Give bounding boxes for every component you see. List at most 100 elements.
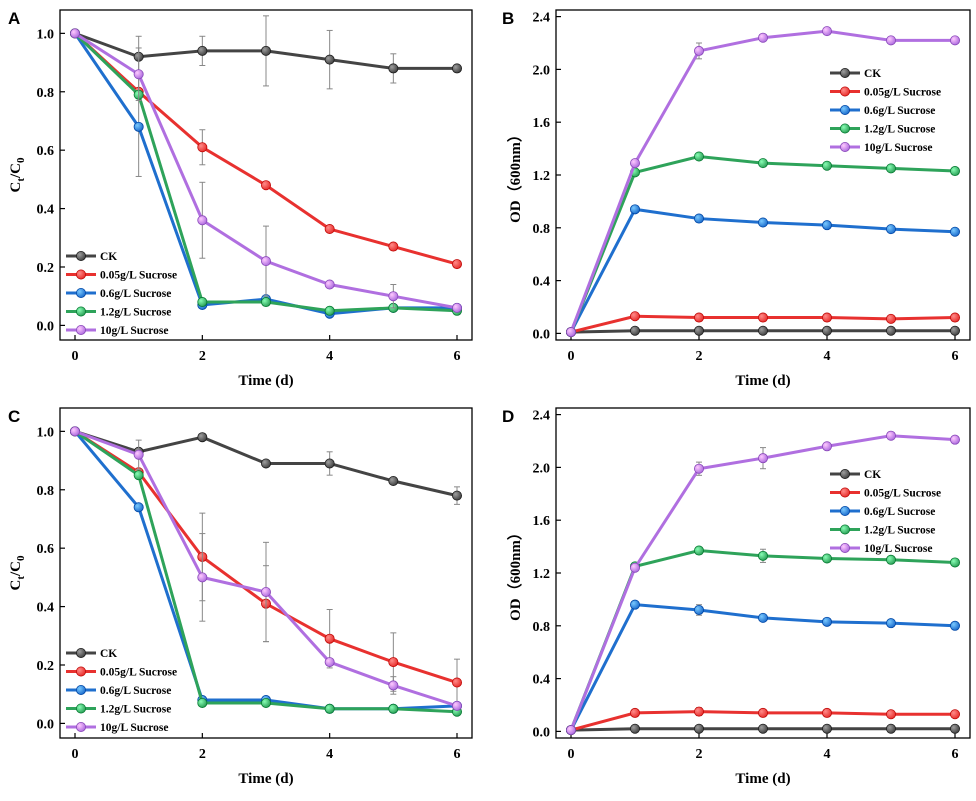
- series-line: [569, 434, 956, 731]
- legend: CK 0.05g/L Sucrose 0.6g/L Sucrose 1.2g/L Su…: [66, 250, 177, 337]
- data-point: [694, 463, 705, 474]
- data-point: [950, 434, 961, 445]
- data-point: [886, 618, 897, 629]
- data-point: [388, 291, 399, 302]
- data-point: [950, 325, 961, 336]
- data-point: [950, 312, 961, 323]
- x-tick-label: 4: [326, 349, 333, 364]
- y-tick-label: 0.2: [37, 659, 55, 674]
- data-point: [324, 224, 335, 235]
- y-tick-label: 0.8: [533, 222, 551, 237]
- data-point: [324, 657, 335, 668]
- data-point: [758, 32, 769, 43]
- y-axis-title-part: /C: [8, 561, 24, 577]
- y-axis-title: OD（600nm）: [506, 525, 524, 621]
- legend-swatch-marker: [76, 287, 87, 298]
- legend-label: 0.05g/L Sucrose: [100, 270, 177, 282]
- y-tick-label: 0.0: [533, 725, 551, 740]
- data-point: [70, 426, 81, 437]
- panel-letter: A: [8, 9, 20, 28]
- data-point: [950, 226, 961, 237]
- y-axis-title-part: C: [8, 580, 24, 591]
- legend-swatch-marker: [840, 505, 851, 516]
- y-tick-label: 1.0: [37, 27, 55, 42]
- data-point: [950, 557, 961, 568]
- x-tick-label: 6: [454, 747, 461, 762]
- data-point: [133, 449, 144, 460]
- data-point: [197, 297, 208, 308]
- legend-label: 1.2g/L Sucrose: [864, 525, 935, 537]
- series-0-6g-L-Sucrose: [566, 204, 961, 338]
- data-point: [324, 279, 335, 290]
- legend-swatch-marker: [76, 250, 87, 261]
- data-point: [388, 63, 399, 74]
- data-point: [260, 180, 271, 191]
- data-point: [388, 680, 399, 691]
- data-point: [324, 703, 335, 714]
- panel-B: B 0.0 0.4 0.8 1.2 1.6 2.0 2.4 0 2 4 6 Time (d) OD（600…: [502, 9, 971, 389]
- series-CK: [566, 325, 961, 338]
- data-point: [197, 697, 208, 708]
- legend-label: 1.2g/L Sucrose: [864, 124, 935, 136]
- data-point: [324, 458, 335, 469]
- y-axis-title: Ct/C0: [8, 157, 27, 193]
- x-tick-label: 2: [696, 747, 703, 762]
- y-axis-title: OD（600nm）: [506, 127, 524, 223]
- plot-frame: [59, 9, 473, 341]
- x-tick-label: 0: [568, 747, 575, 762]
- x-axis-title: Time (d): [238, 771, 293, 787]
- data-point: [630, 325, 641, 336]
- data-point: [822, 441, 833, 452]
- data-point: [451, 700, 462, 711]
- legend-swatch-marker: [840, 543, 851, 554]
- series-line: [569, 29, 955, 333]
- data-point: [451, 302, 462, 313]
- y-axis-title: Ct/C0: [8, 555, 27, 591]
- x-tick-label: 2: [199, 349, 206, 364]
- data-point: [886, 723, 897, 734]
- data-point: [758, 612, 769, 623]
- data-point: [758, 723, 769, 734]
- y-tick-label: 1.6: [533, 116, 551, 131]
- legend-label: 10g/L Sucrose: [100, 722, 168, 734]
- y-axis-title-part: 0: [15, 157, 27, 163]
- y-axis-title-part: 0: [15, 555, 27, 561]
- x-tick-label: 4: [824, 747, 831, 762]
- legend-swatch-marker: [840, 468, 851, 479]
- y-tick-label: 0.0: [533, 327, 551, 342]
- data-point: [758, 217, 769, 228]
- data-point: [694, 604, 705, 615]
- series-1-2g-L-Sucrose: [566, 545, 961, 736]
- data-point: [260, 297, 271, 308]
- data-point: [694, 723, 705, 734]
- data-point: [694, 545, 705, 556]
- x-tick-label: 0: [72, 349, 79, 364]
- data-point: [324, 54, 335, 65]
- x-tick-label: 0: [72, 747, 79, 762]
- y-tick-label: 0.4: [533, 673, 551, 688]
- panel-D: D 0.0 0.4 0.8 1.2 1.6 2.0 2.4 0 2 4 6 Time (d) OD（600…: [502, 407, 971, 787]
- y-tick-label: 2.0: [533, 461, 551, 476]
- legend-swatch-marker: [76, 648, 87, 659]
- y-tick-label: 0.4: [37, 203, 55, 218]
- data-point: [630, 723, 641, 734]
- x-tick-label: 6: [952, 747, 959, 762]
- series-10g-L-Sucrose: [566, 430, 961, 736]
- data-point: [822, 220, 833, 231]
- y-tick-label: 2.0: [533, 63, 551, 78]
- data-point: [388, 657, 399, 668]
- data-point: [694, 706, 705, 717]
- data-point: [694, 45, 705, 56]
- series-1-2g-L-Sucrose: [566, 151, 961, 338]
- plot-frame: [59, 407, 473, 739]
- data-point: [197, 432, 208, 443]
- data-point: [70, 28, 81, 39]
- legend-swatch-marker: [76, 666, 87, 677]
- y-axis-title-part: /C: [8, 163, 24, 179]
- data-point: [630, 707, 641, 718]
- y-axis-title-part: t: [15, 576, 27, 580]
- data-point: [758, 325, 769, 336]
- data-point: [133, 121, 144, 132]
